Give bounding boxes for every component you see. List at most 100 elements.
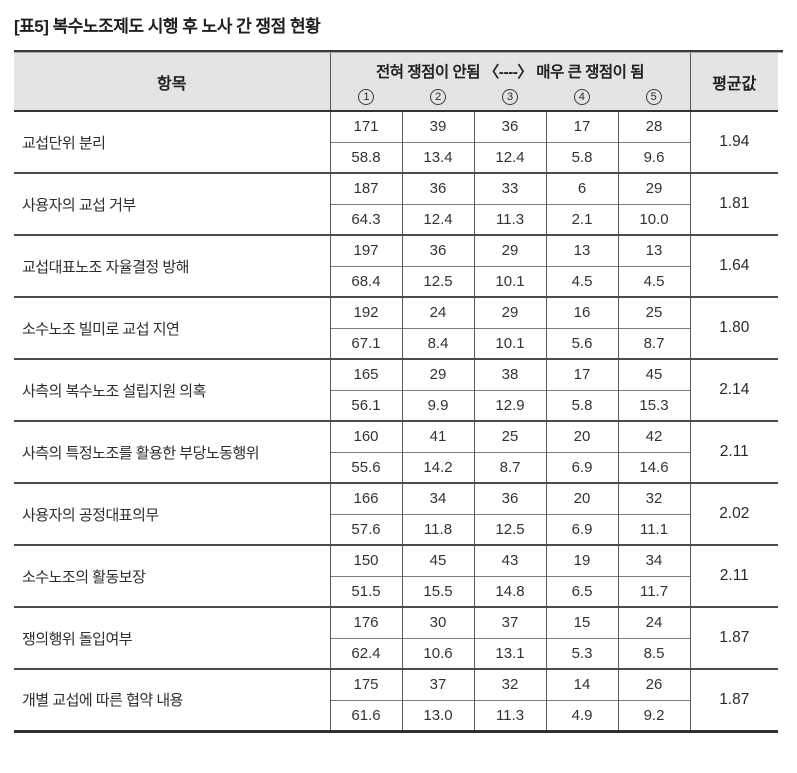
mean-value-cell: 2.11 [690, 544, 779, 607]
item-label-cell: 교섭대표노조 자율결정 방해 [14, 234, 330, 297]
count-cell: 36 [473, 111, 546, 142]
scale-points-row: 1 2 3 4 5 [331, 87, 690, 105]
column-header-item: 항목 [14, 53, 330, 112]
percent-cell: 51.5 [329, 575, 402, 607]
count-cell: 25 [617, 296, 691, 328]
item-count-row: 교섭대표노조 자율결정 방해 197 36 29 13 13 1.64 [14, 234, 779, 297]
count-cell: 192 [329, 296, 402, 328]
table-body: 교섭단위 분리 171 39 36 17 28 1.94 58.8 13.4 12.4 5.8 9.6… [14, 111, 779, 731]
count-cell: 197 [329, 234, 402, 266]
percent-cell: 14.6 [617, 451, 691, 483]
count-cell: 176 [329, 606, 402, 638]
percent-cell: 12.5 [401, 265, 474, 297]
item-percent-row: 51.5 15.5 14.8 6.5 11.7 [14, 575, 778, 607]
count-cell: 45 [617, 358, 691, 390]
count-cell: 20 [545, 482, 618, 514]
scale-point: 5 [618, 87, 690, 105]
percent-cell: 56.1 [329, 389, 402, 421]
count-cell: 28 [617, 111, 691, 142]
item-label-cell: 교섭단위 분리 [22, 134, 106, 152]
count-cell: 45 [401, 544, 474, 576]
item-count-row: 사측의 복수노조 설립지원 의혹 165 29 38 17 45 2.14 [14, 358, 779, 421]
mean-value-cell: 1.87 [690, 668, 779, 731]
item-percent-row: 61.6 13.0 11.3 4.9 9.2 [14, 699, 778, 731]
count-cell: 36 [401, 234, 474, 266]
table-title: [표5] 복수노조제도 시행 후 노사 간 쟁점 현황 [14, 17, 321, 36]
item-percent-row: 56.1 9.9 12.9 5.8 15.3 [14, 389, 778, 421]
percent-cell: 8.4 [401, 327, 474, 359]
mean-value-cell: 1.94 [719, 133, 750, 150]
count-cell: 33 [473, 172, 546, 204]
count-cell: 39 [401, 111, 474, 142]
count-cell: 29 [617, 172, 691, 204]
circled-number: 2 [430, 88, 447, 105]
count-cell: 41 [401, 420, 474, 452]
count-cell: 29 [401, 358, 474, 390]
mean-value-cell: 2.14 [690, 358, 779, 421]
column-header-mean: 평균값 [689, 53, 779, 112]
count-cell: 24 [617, 606, 691, 638]
count-cell: 34 [617, 544, 691, 576]
percent-cell: 61.6 [329, 699, 402, 731]
percent-cell: 10.6 [401, 637, 474, 669]
item-count-row: 소수노조 빌미로 교섭 지연 192 24 29 16 25 1.80 [14, 296, 779, 359]
count-cell: 175 [329, 668, 402, 700]
scale-label: 전혀 쟁점이 안됨 〈----〉 매우 큰 쟁점이 됨 [376, 64, 644, 82]
circled-number: 5 [645, 88, 662, 105]
count-cell: 26 [617, 668, 691, 700]
percent-cell: 9.9 [401, 389, 474, 421]
item-label-cell: 소수노조의 활동보장 [14, 544, 330, 607]
percent-cell: 10.1 [473, 327, 546, 359]
count-cell: 32 [617, 482, 691, 514]
percent-cell: 8.5 [617, 637, 691, 669]
count-cell: 13 [545, 234, 618, 266]
percent-cell: 6.9 [545, 513, 618, 545]
item-percent-row: 68.4 12.5 10.1 4.5 4.5 [14, 265, 778, 297]
count-cell: 187 [329, 172, 402, 204]
count-cell: 30 [401, 606, 474, 638]
column-header-scale: 전혀 쟁점이 안됨 〈----〉 매우 큰 쟁점이 됨 1 2 3 4 5 [329, 53, 691, 112]
percent-cell: 11.3 [473, 203, 546, 235]
mean-value-cell: 1.87 [690, 606, 779, 669]
percent-cell: 4.5 [617, 265, 691, 297]
item-count-row: 교섭단위 분리 171 39 36 17 28 1.94 [14, 111, 778, 152]
percent-cell: 67.1 [329, 327, 402, 359]
count-cell: 14 [545, 668, 618, 700]
percent-cell: 14.2 [401, 451, 474, 483]
percent-cell: 4.9 [545, 699, 618, 731]
scale-point: 2 [402, 87, 474, 105]
percent-cell: 58.8 [329, 141, 402, 173]
count-cell: 16 [545, 296, 618, 328]
mean-value-cell: 1.64 [690, 234, 779, 297]
percent-cell: 12.5 [473, 513, 546, 545]
mean-value-cell: 1.81 [690, 172, 779, 235]
percent-cell: 55.6 [329, 451, 402, 483]
percent-cell: 14.8 [473, 575, 546, 607]
count-cell: 19 [545, 544, 618, 576]
percent-cell: 5.8 [545, 141, 618, 173]
item-percent-row: 62.4 10.6 13.1 5.3 8.5 [14, 637, 778, 669]
percent-cell: 8.7 [473, 451, 546, 483]
count-cell: 17 [545, 111, 618, 142]
percent-cell: 5.6 [545, 327, 618, 359]
percent-cell: 9.6 [617, 141, 691, 173]
percent-cell: 10.0 [617, 203, 691, 235]
count-cell: 36 [473, 482, 546, 514]
item-percent-row: 64.3 12.4 11.3 2.1 10.0 [14, 203, 778, 235]
percent-cell: 8.7 [617, 327, 691, 359]
count-cell: 17 [545, 358, 618, 390]
count-cell: 25 [473, 420, 546, 452]
percent-cell: 6.9 [545, 451, 618, 483]
scale-point: 3 [474, 87, 546, 105]
percent-cell: 57.6 [329, 513, 402, 545]
percent-cell: 13.0 [401, 699, 474, 731]
count-cell: 15 [545, 606, 618, 638]
percent-cell: 62.4 [329, 637, 402, 669]
count-cell: 171 [329, 111, 402, 142]
item-count-row: 쟁의행위 돌입여부 176 30 37 15 24 1.87 [14, 606, 779, 669]
percent-cell: 15.5 [401, 575, 474, 607]
count-cell: 36 [401, 172, 474, 204]
count-cell: 43 [473, 544, 546, 576]
percent-cell: 64.3 [329, 203, 402, 235]
